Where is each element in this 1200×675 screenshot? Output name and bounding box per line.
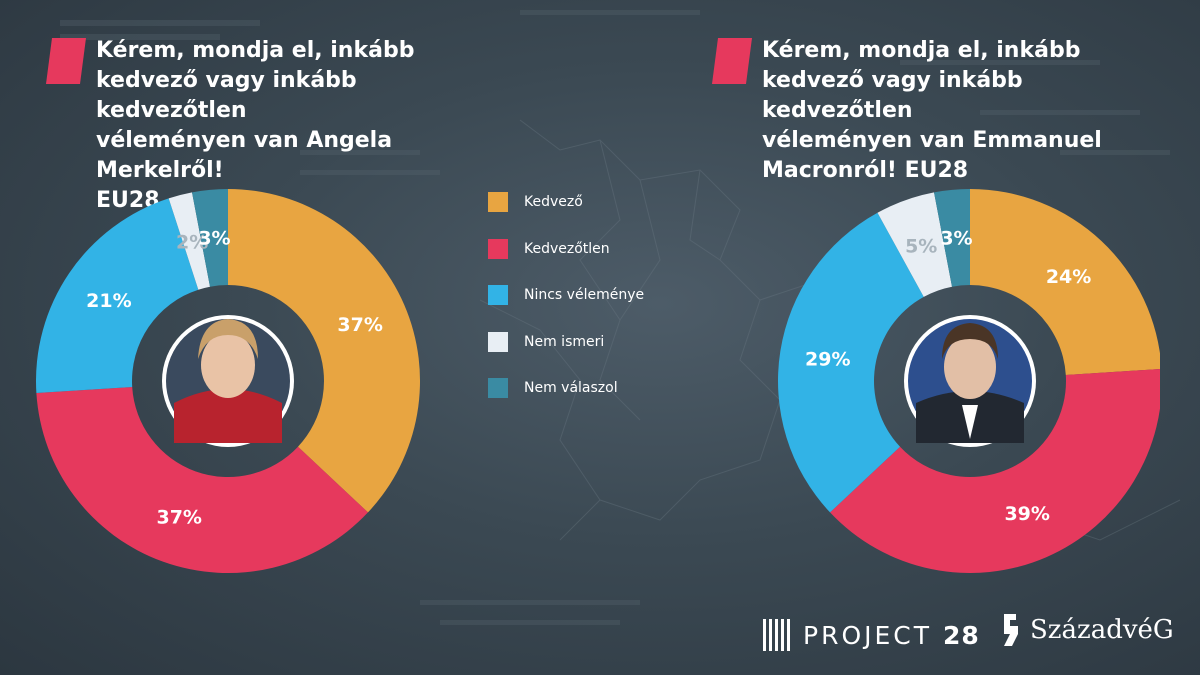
szazadveg-emblem-icon — [1004, 614, 1018, 646]
legend-swatch — [488, 238, 508, 259]
legend-label: Kedvezőtlen — [524, 240, 610, 257]
data-label: 37% — [156, 506, 201, 528]
title-macron: Kérem, mondja el, inkább kedvező vagy in… — [712, 36, 1172, 186]
chart-title-macron: Kérem, mondja el, inkább kedvező vagy in… — [762, 38, 1102, 183]
legend-swatch — [488, 192, 508, 212]
legend-label: Nem válaszol — [524, 380, 618, 396]
chart-title-merkel: Kérem, mondja el, inkább kedvező vagy in… — [96, 38, 415, 213]
data-label: 2% — [176, 232, 208, 254]
legend-item: Nincs véleménye — [488, 283, 644, 307]
donut-chart-merkel: 37% 37% 21% 2%3% — [36, 189, 420, 573]
data-label: 24% — [1046, 266, 1091, 288]
legend-label: Kedvező — [524, 194, 583, 210]
legend-item: Nem ismeri — [488, 330, 644, 354]
slice-nem-valaszol — [192, 189, 228, 287]
data-label: 39% — [1004, 503, 1049, 525]
title-marker-icon — [712, 38, 752, 84]
legend-label: Nincs véleménye — [524, 287, 645, 303]
donut-chart-macron: 24% 39% 29% 5% 3% — [778, 189, 1160, 573]
slice-kedvezotlen — [830, 369, 1160, 573]
szazadveg-text: SzázadvéG — [1030, 615, 1174, 645]
portrait-macron — [904, 315, 1036, 447]
slice-kedvezo — [970, 189, 1160, 375]
legend-swatch — [488, 331, 508, 352]
data-label: 5% — [905, 236, 937, 258]
data-label: 37% — [337, 314, 382, 336]
slice-nem-ismeri — [168, 192, 211, 290]
legend-swatch — [488, 378, 508, 398]
slice-nincs-velemenye — [36, 198, 199, 394]
slice-kedvezo — [228, 189, 420, 513]
slice-nincs-velemenye — [778, 212, 924, 513]
data-label: 3% — [940, 228, 972, 250]
slice-nem-valaszol — [934, 189, 970, 287]
bars-icon — [763, 619, 793, 651]
legend-swatch — [488, 285, 508, 305]
project28-text: PROJECT 28 — [803, 620, 980, 650]
data-label: 3% — [198, 228, 230, 250]
legend: Kedvező Kedvezőtlen Nincs véleménye Nem … — [488, 190, 644, 423]
szazadveg-logo: SzázadvéG — [1000, 612, 1174, 648]
legend-item: Kedvezőtlen — [488, 237, 644, 261]
legend-label: Nem ismeri — [524, 333, 605, 350]
slice-nem-ismeri — [877, 192, 953, 297]
project28-logo: PROJECT 28 — [763, 619, 980, 651]
portrait-merkel — [162, 315, 294, 447]
data-label: 21% — [86, 290, 131, 312]
data-label: 29% — [805, 348, 850, 370]
legend-item: Kedvező — [488, 190, 644, 214]
legend-item: Nem válaszol — [488, 376, 644, 400]
title-merkel: Kérem, mondja el, inkább kedvező vagy in… — [46, 36, 486, 216]
slice-kedvezotlen — [36, 387, 368, 573]
title-marker-icon — [46, 38, 86, 84]
